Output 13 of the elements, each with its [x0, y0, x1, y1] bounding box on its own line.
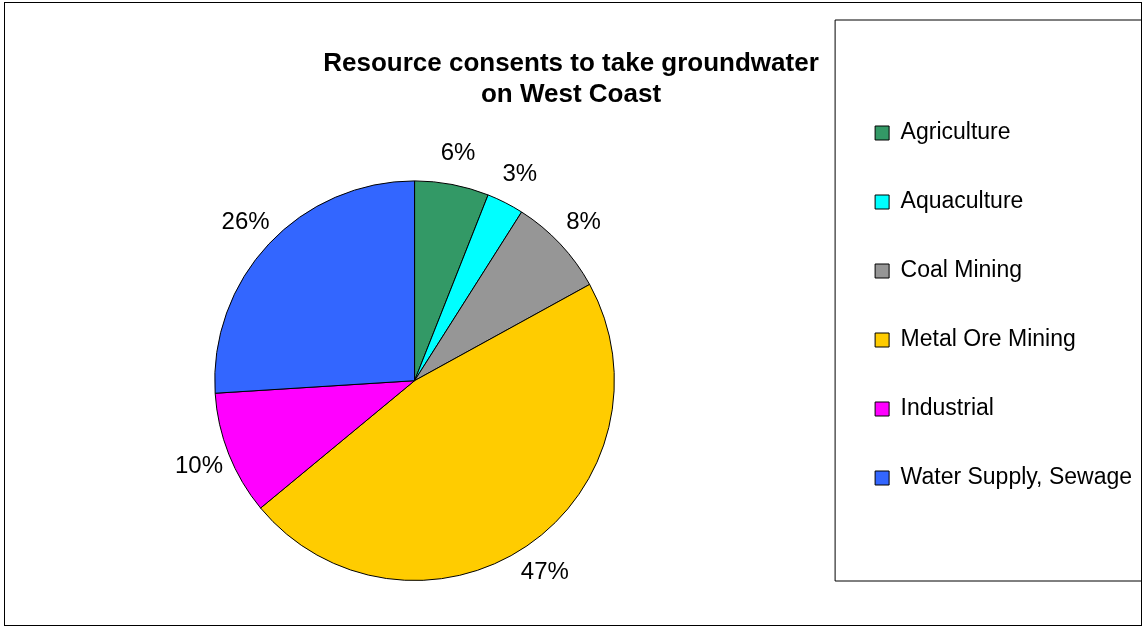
legend-label: Aquaculture — [900, 187, 1024, 214]
data-label: 26% — [221, 206, 270, 234]
legend-label: Coal Mining — [900, 256, 1023, 283]
data-label: 8% — [566, 206, 601, 234]
legend-label: Agriculture — [900, 118, 1011, 145]
data-label: 47% — [520, 557, 569, 585]
legend-label: Industrial — [900, 394, 994, 421]
legend-label: Water Supply, Sewage — [900, 463, 1133, 490]
text: Resource consents to take groundwater on West Coast — [323, 46, 819, 108]
legend-label: Metal Ore Mining — [900, 325, 1076, 352]
data-label: 6% — [440, 137, 476, 165]
data-label: 10% — [175, 450, 224, 478]
data-label: 3% — [502, 158, 538, 186]
